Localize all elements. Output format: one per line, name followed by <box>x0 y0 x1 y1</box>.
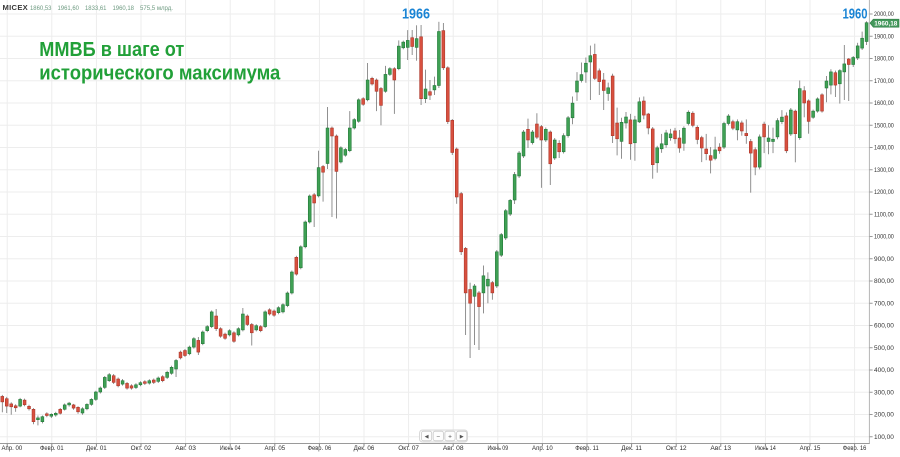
svg-text:MICEX: MICEX <box>3 3 29 12</box>
svg-text:1960: 1960 <box>843 7 868 23</box>
svg-text:800,00: 800,00 <box>874 278 894 285</box>
svg-text:200,00: 200,00 <box>874 412 894 419</box>
svg-text:1400,00: 1400,00 <box>874 145 894 152</box>
svg-text:исторического максимума: исторического максимума <box>39 62 281 84</box>
svg-text:1860,53: 1860,53 <box>30 5 52 12</box>
svg-text:300,00: 300,00 <box>874 389 894 396</box>
svg-text:400,00: 400,00 <box>874 367 894 374</box>
svg-text:575,5 млрд.: 575,5 млрд. <box>140 5 173 12</box>
svg-text:►: ► <box>458 434 464 441</box>
svg-text:1900,00: 1900,00 <box>874 33 894 40</box>
svg-text:Авг. 13: Авг. 13 <box>710 445 731 452</box>
svg-text:1100,00: 1100,00 <box>874 211 894 218</box>
svg-text:Дек. 06: Дек. 06 <box>354 445 375 452</box>
svg-text:Июнь 09: Июнь 09 <box>487 445 508 452</box>
svg-text:Апр. 10: Апр. 10 <box>532 445 553 452</box>
svg-text:ММВБ в шаге от: ММВБ в шаге от <box>39 39 184 61</box>
svg-text:Авг. 03: Авг. 03 <box>175 445 196 452</box>
svg-text:Февр. 16: Февр. 16 <box>843 445 867 452</box>
svg-text:600,00: 600,00 <box>874 323 894 330</box>
svg-text:Апр. 15: Апр. 15 <box>800 445 821 452</box>
svg-text:◄: ◄ <box>423 434 429 441</box>
svg-text:Окт. 12: Окт. 12 <box>666 445 687 452</box>
svg-text:Июнь 14: Июнь 14 <box>755 445 776 452</box>
svg-text:1960,18: 1960,18 <box>113 5 135 12</box>
svg-text:1800,00: 1800,00 <box>874 56 894 63</box>
svg-text:1600,00: 1600,00 <box>874 100 894 107</box>
svg-text:Дек. 01: Дек. 01 <box>86 445 107 452</box>
svg-text:−: − <box>436 434 440 441</box>
svg-text:1300,00: 1300,00 <box>874 167 894 174</box>
svg-text:Апр. 00: Апр. 00 <box>2 445 23 452</box>
svg-text:Апр. 05: Апр. 05 <box>264 445 285 452</box>
svg-text:900,00: 900,00 <box>874 256 894 263</box>
svg-text:1966: 1966 <box>402 5 430 22</box>
svg-text:+: + <box>448 434 452 441</box>
svg-text:700,00: 700,00 <box>874 300 894 307</box>
svg-text:2000,00: 2000,00 <box>874 11 894 18</box>
svg-text:500,00: 500,00 <box>874 345 894 352</box>
svg-text:Авг. 08: Авг. 08 <box>443 445 464 452</box>
svg-text:1000,00: 1000,00 <box>874 234 894 241</box>
svg-text:1700,00: 1700,00 <box>874 78 894 85</box>
svg-text:Дек. 11: Дек. 11 <box>621 445 642 452</box>
svg-text:Февр. 06: Февр. 06 <box>308 445 332 452</box>
svg-text:Июнь 04: Июнь 04 <box>220 445 241 452</box>
svg-text:1500,00: 1500,00 <box>874 122 894 129</box>
svg-text:1960,18: 1960,18 <box>874 21 898 28</box>
svg-text:100,00: 100,00 <box>874 434 894 441</box>
svg-text:1833,61: 1833,61 <box>85 5 107 12</box>
svg-text:Окт. 02: Окт. 02 <box>131 445 152 452</box>
svg-text:Окт. 07: Окт. 07 <box>398 445 419 452</box>
svg-text:Февр. 01: Февр. 01 <box>40 445 64 452</box>
svg-text:Февр. 11: Февр. 11 <box>575 445 599 452</box>
svg-text:1961,60: 1961,60 <box>58 5 80 12</box>
svg-text:1200,00: 1200,00 <box>874 189 894 196</box>
